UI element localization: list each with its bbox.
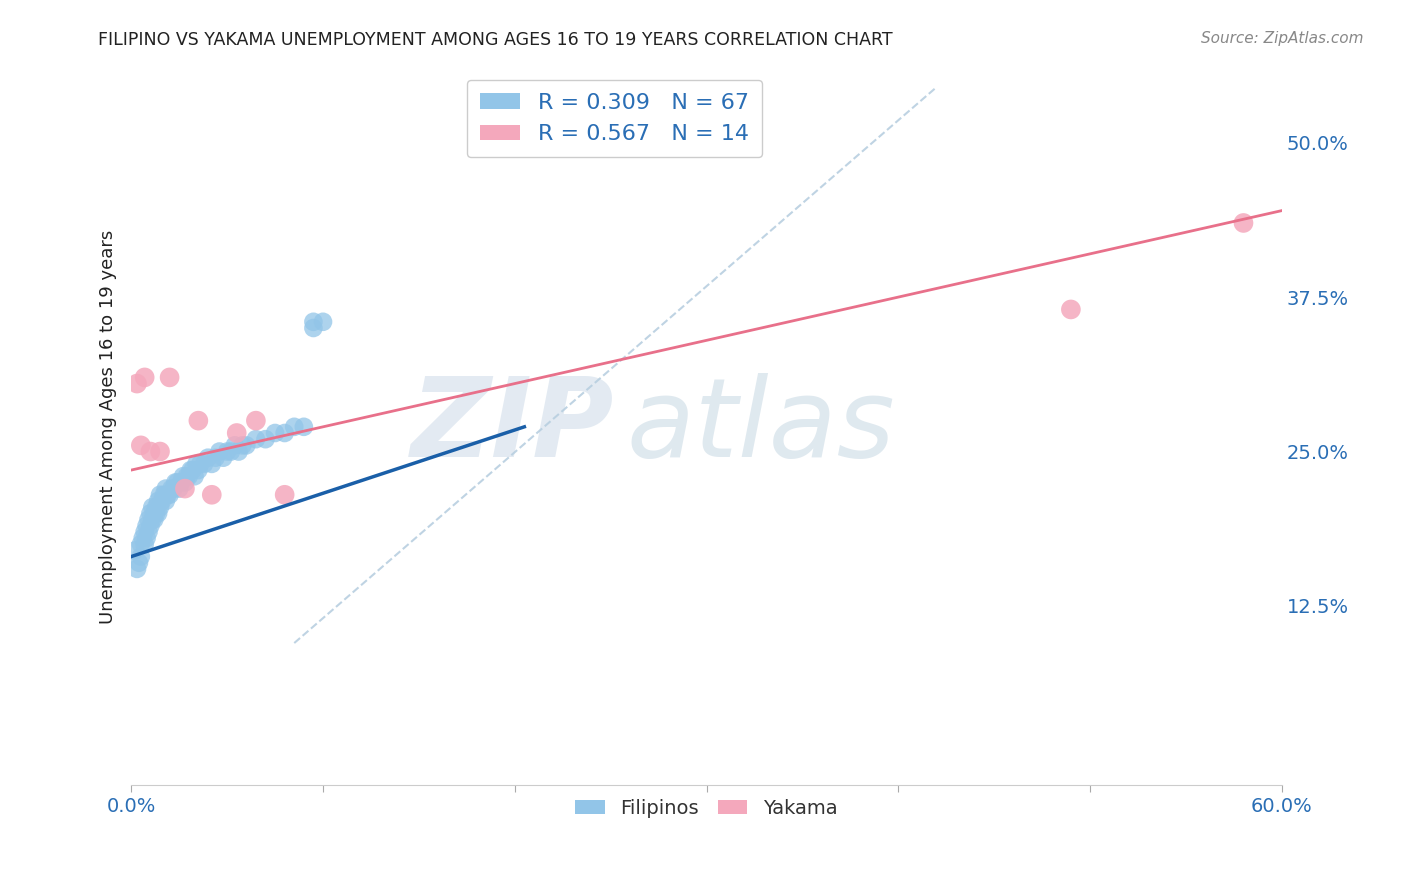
Point [235,438,257,452]
Point [193,457,215,471]
Point [125,376,148,391]
Point [264,425,287,440]
Point [155,482,177,496]
Text: ZIP: ZIP [411,374,614,480]
Point [283,419,305,434]
Point [138,512,160,526]
Point [146,506,169,520]
Point [125,562,148,576]
Point [254,432,277,446]
Point [224,438,246,452]
Point [186,457,208,471]
Point [129,537,152,551]
Point [172,469,194,483]
Point [201,488,224,502]
Point [143,512,166,526]
Point [138,524,160,539]
Point [134,537,156,551]
Point [292,419,315,434]
Point [129,549,152,564]
Point [181,463,204,477]
Text: atlas: atlas [626,374,894,480]
Point [165,475,187,490]
Point [187,414,209,428]
Point [197,450,219,465]
Point [159,488,181,502]
Point [145,506,167,520]
Point [135,531,157,545]
Point [177,469,200,483]
Point [217,444,239,458]
Point [124,543,146,558]
Point [129,438,152,452]
Point [139,506,162,520]
Point [139,518,162,533]
Point [273,488,295,502]
Point [134,524,156,539]
Point [132,531,155,545]
Point [159,370,181,384]
Point [176,469,198,483]
Point [141,500,163,515]
Point [231,438,253,452]
Point [145,500,167,515]
Point [162,482,184,496]
Point [139,444,162,458]
Point [160,482,183,496]
Point [135,518,157,533]
Point [188,457,211,471]
Point [1060,302,1083,317]
Text: FILIPINO VS YAKAMA UNEMPLOYMENT AMONG AGES 16 TO 19 YEARS CORRELATION CHART: FILIPINO VS YAKAMA UNEMPLOYMENT AMONG AG… [98,31,893,49]
Point [212,450,235,465]
Point [245,414,267,428]
Y-axis label: Unemployment Among Ages 16 to 19 years: Unemployment Among Ages 16 to 19 years [100,230,117,624]
Point [146,494,169,508]
Point [201,457,224,471]
Point [225,425,247,440]
Point [312,315,335,329]
Point [245,432,267,446]
Point [208,444,231,458]
Point [170,475,193,490]
Point [174,482,197,496]
Point [204,450,226,465]
Point [273,425,295,440]
Legend: Filipinos, Yakama: Filipinos, Yakama [568,791,845,826]
Point [156,488,179,502]
Point [1232,216,1254,230]
Point [187,463,209,477]
Point [166,475,188,490]
Point [153,488,176,502]
Point [149,500,172,515]
Point [183,469,205,483]
Point [149,488,172,502]
Point [134,370,156,384]
Point [155,494,177,508]
Point [228,444,250,458]
Text: Source: ZipAtlas.com: Source: ZipAtlas.com [1201,31,1364,46]
Point [174,475,197,490]
Point [141,512,163,526]
Point [150,494,173,508]
Point [167,482,190,496]
Point [128,556,150,570]
Point [143,506,166,520]
Point [302,315,325,329]
Point [302,321,325,335]
Point [219,444,242,458]
Point [180,463,202,477]
Point [149,444,172,458]
